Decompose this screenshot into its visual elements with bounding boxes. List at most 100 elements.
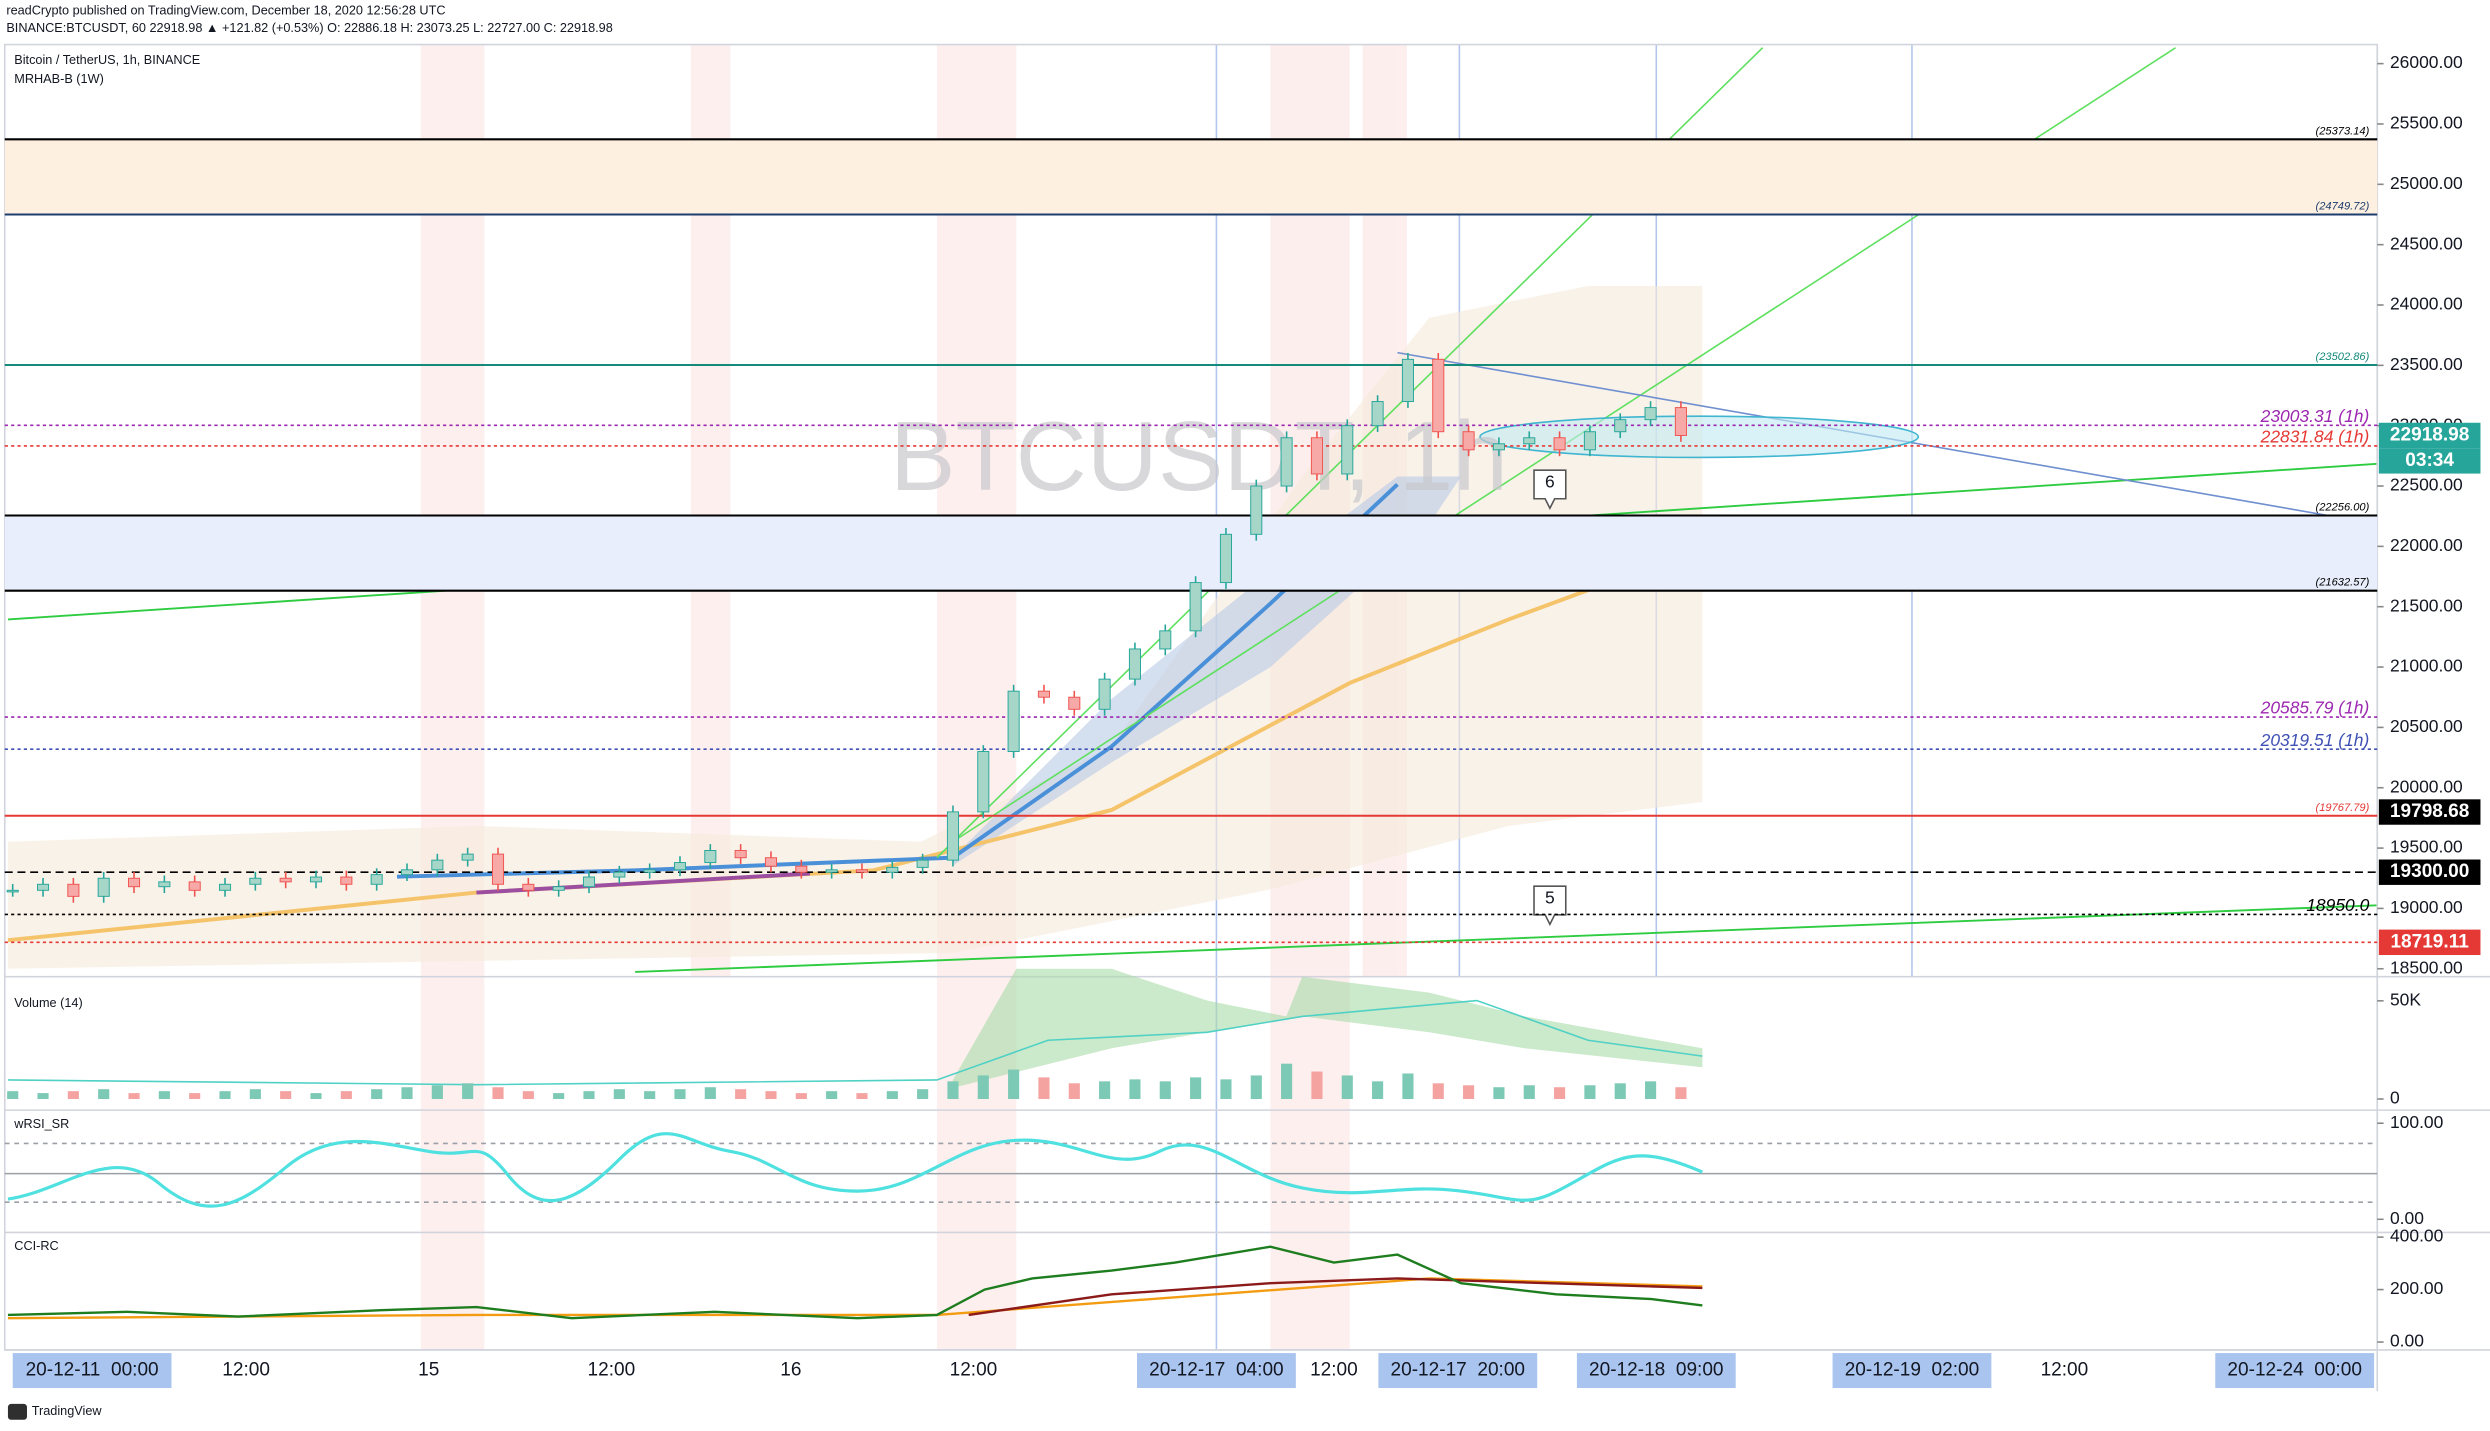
level-label: (21632.57): [2316, 577, 2370, 589]
candle: [491, 853, 505, 885]
price-label: 20000.00: [2390, 776, 2463, 796]
candle: [1219, 533, 1232, 584]
price-label: 25000.00: [2390, 173, 2463, 193]
pane-label: 400.00: [2390, 1226, 2444, 1246]
pane-label: 0: [2390, 1088, 2400, 1108]
price-tag-label: 19798.68: [2390, 801, 2469, 822]
candle: [1037, 690, 1050, 698]
candle: [127, 877, 141, 888]
time-highlight: [1832, 1353, 1992, 1389]
volume-bar: [1099, 1081, 1111, 1100]
price-label: 18500.00: [2390, 957, 2463, 977]
candle: [522, 883, 535, 891]
volume-bar: [431, 1085, 443, 1100]
volume-bar: [1038, 1077, 1050, 1100]
candle: [946, 811, 959, 861]
level-label: 20585.79 (1h): [2260, 698, 2370, 718]
candle: [582, 876, 596, 888]
volume-bar: [37, 1093, 49, 1100]
price-tag: [2378, 859, 2481, 885]
candle: [1462, 431, 1475, 451]
price-label: 25500.00: [2390, 113, 2463, 133]
legend: Bitcoin / TetherUS, 1h, BINANCE: [14, 53, 200, 67]
candle: [340, 876, 353, 885]
price-tag-label: 19300.00: [2390, 861, 2469, 882]
level-label: 20319.51 (1h): [2260, 730, 2370, 750]
candle: [886, 866, 899, 873]
cloud: [7, 285, 1703, 969]
volume-bar: [886, 1091, 898, 1100]
candle: [97, 877, 110, 897]
volume-bar: [462, 1083, 474, 1100]
pane-label: 100.00: [2390, 1112, 2444, 1132]
volume-bar: [1523, 1085, 1535, 1100]
volume-bar: [977, 1075, 989, 1100]
candle: [1250, 485, 1263, 535]
candle: [1068, 696, 1081, 710]
candle: [218, 883, 232, 891]
volume-bar: [1129, 1079, 1141, 1100]
volume-bar: [1008, 1069, 1020, 1100]
level-label: 23003.31 (1h): [2260, 406, 2370, 426]
volume-bar: [583, 1091, 595, 1100]
volume-bar: [1432, 1083, 1444, 1100]
candle: [977, 751, 990, 813]
volume-bar: [1159, 1081, 1171, 1100]
volume-bar: [522, 1091, 534, 1100]
level-label: 22831.84 (1h): [2260, 427, 2370, 447]
volume-bar: [644, 1091, 656, 1100]
price-label: 22500.00: [2390, 475, 2463, 495]
volume-bar: [674, 1089, 686, 1100]
volume-bar: [1068, 1083, 1080, 1100]
volume-bar: [492, 1087, 504, 1100]
volume-bar: [1311, 1071, 1323, 1100]
volume-bar: [1250, 1075, 1262, 1100]
candle: [1098, 678, 1111, 710]
time-highlight: [12, 1353, 172, 1389]
volume-bar: [826, 1091, 838, 1100]
candle: [279, 877, 292, 883]
pane-label: 50K: [2390, 989, 2421, 1009]
candle: [1614, 419, 1627, 433]
level-label: (23502.86): [2316, 351, 2370, 363]
note: 5: [1545, 888, 1555, 908]
candle: [1007, 690, 1020, 753]
candle: [67, 883, 80, 897]
pane-title: Volume (14): [14, 996, 82, 1010]
volume-bar: [158, 1091, 170, 1100]
candle: [552, 886, 565, 891]
candle: [1583, 431, 1596, 451]
candle: [1371, 401, 1384, 427]
publisher-line: readCrypto published on TradingView.com,…: [6, 4, 445, 18]
candle: [855, 869, 869, 873]
volume-bar: [340, 1091, 352, 1100]
volume-bar: [1372, 1081, 1384, 1100]
volume-bar: [401, 1087, 413, 1100]
pane-title: wRSI_SR: [13, 1117, 69, 1131]
time-label: 12:00: [1310, 1360, 1358, 1381]
price-tag: [2378, 799, 2481, 825]
time-highlight: [1137, 1353, 1296, 1389]
volume-bar: [1463, 1085, 1475, 1100]
volume-bar: [1584, 1085, 1596, 1100]
volume-bar: [1645, 1081, 1657, 1100]
price-tag-label: 22918.98: [2390, 424, 2469, 445]
candle: [1341, 425, 1354, 475]
time-highlight: [1378, 1353, 1538, 1389]
price-label: 22000.00: [2390, 535, 2463, 555]
volume-bar: [553, 1093, 565, 1100]
price-label: 26000.00: [2390, 52, 2463, 72]
pane-label: 0.00: [2390, 1331, 2424, 1351]
pane-label: 200.00: [2390, 1278, 2444, 1298]
volume-bar: [1675, 1087, 1687, 1100]
volume-cloud: [952, 968, 1703, 1088]
time-label: 15: [418, 1360, 439, 1381]
volume-bar: [1402, 1073, 1414, 1100]
candle: [673, 862, 687, 871]
volume-ma: [7, 999, 1703, 1086]
candle: [1492, 443, 1505, 451]
volume-bar: [128, 1093, 140, 1100]
pane-label: 0.00: [2390, 1208, 2424, 1228]
note: 6: [1545, 471, 1555, 491]
candle: [37, 883, 50, 891]
